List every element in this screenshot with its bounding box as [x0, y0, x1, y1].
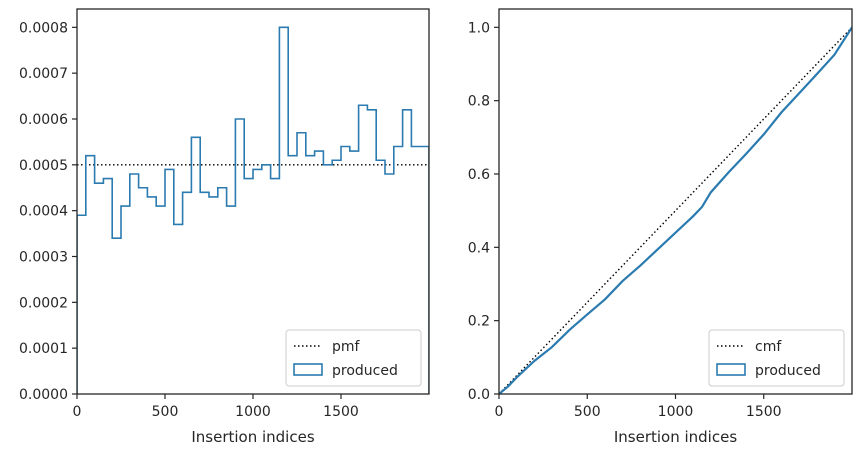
x-axis-title: Insertion indices	[614, 428, 737, 446]
x-tick-label: 500	[574, 404, 601, 420]
y-tick-label: 0.0006	[19, 112, 68, 128]
plot-1: 0 500 1000 1500 0.0000 0.0001 0.0002 0.0003 0.00…	[19, 8, 430, 446]
y-tick-label: 0.8	[468, 94, 490, 110]
x-tick-label: 0	[73, 404, 82, 420]
x-tick-label: 1500	[323, 404, 359, 420]
legend-swatch-produced	[716, 363, 746, 376]
legend-label: produced	[332, 363, 398, 379]
axes-frame	[76, 8, 430, 395]
y-tick-label: 0.0008	[19, 20, 68, 36]
y-tick-label: 0.0004	[19, 204, 68, 220]
y-tick-label: 0.2	[468, 314, 490, 330]
plot-area	[499, 26, 852, 394]
axes-frame	[498, 8, 853, 395]
legend-box	[285, 329, 422, 387]
cmf-line	[499, 26, 852, 394]
y-tick-label: 0.0000	[19, 387, 68, 403]
x-axis-title: Insertion indices	[191, 428, 314, 446]
y-tick-label: 0.0005	[19, 158, 68, 174]
y-tick-label: 0.0	[468, 387, 490, 403]
legend-box	[708, 329, 845, 387]
y-tick-label: 1.0	[468, 20, 490, 36]
produced-line	[499, 26, 852, 394]
legend-label: cmf	[755, 339, 782, 355]
legend-swatch-produced	[293, 363, 323, 376]
y-tick-label: 0.0003	[19, 250, 68, 266]
legend-label: produced	[755, 363, 821, 379]
x-tick-label: 500	[152, 404, 179, 420]
y-tick-label: 0.4	[468, 240, 490, 256]
y-tick-label: 0.0002	[19, 295, 68, 311]
legend: cmf produced	[708, 329, 845, 387]
x-tick-label: 1500	[746, 404, 782, 420]
y-tick-label: 0.6	[468, 167, 490, 183]
y-tick-label: 0.0001	[19, 341, 68, 357]
legend: pmf produced	[285, 329, 422, 387]
x-tick-label: 0	[495, 404, 504, 420]
plot-area	[77, 26, 429, 394]
x-tick-label: 1000	[235, 404, 271, 420]
legend-label: pmf	[332, 339, 361, 355]
plot-2: 0 500 1000 1500 0.0 0.2 0.4 0.6 0.8 1.0 Insertion …	[468, 8, 853, 446]
histogram-step	[77, 26, 429, 394]
y-tick-label: 0.0007	[19, 66, 68, 82]
x-tick-label: 1000	[658, 404, 694, 420]
